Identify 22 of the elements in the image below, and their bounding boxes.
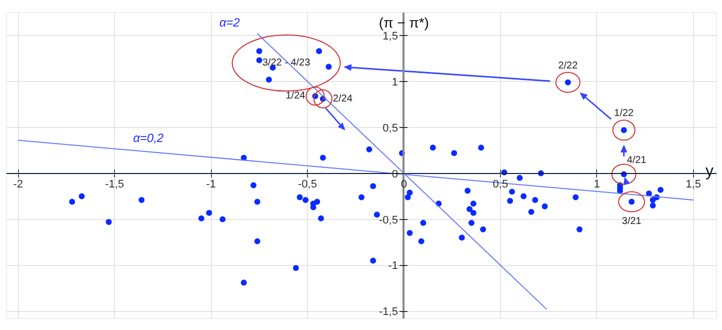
y-tick-label: -1 (388, 260, 398, 272)
y-tick-label: 1,5 (382, 30, 398, 42)
annotation: 1/22 (614, 108, 634, 120)
annotation: 4/21 (626, 155, 647, 166)
x-tick-label: -2 (13, 178, 23, 190)
x-tick-label: 1 (594, 178, 600, 190)
y-tick-label: -0,5 (378, 214, 398, 226)
y-axis-title: (π − π*) (378, 14, 429, 30)
annotation: 2/22 (558, 60, 578, 72)
annotation: 3/21 (622, 216, 642, 227)
series-label: α=0,2 (133, 131, 164, 146)
series-label: α=2 (219, 16, 240, 30)
annotation: 1/24 (286, 90, 306, 102)
x-tick-label: -1 (206, 178, 216, 190)
annotation: 2/24 (332, 93, 353, 104)
y-tick-label: 1 (392, 76, 398, 88)
y-tick-label: -1,5 (378, 306, 398, 318)
x-tick-label: 1,5 (686, 178, 701, 190)
annotation: 3/22 - 4/23 (262, 58, 311, 69)
x-tick-label: -1,5 (105, 178, 124, 190)
x-tick-label: -0,5 (298, 178, 317, 190)
y-tick-label: 0,5 (382, 122, 398, 134)
